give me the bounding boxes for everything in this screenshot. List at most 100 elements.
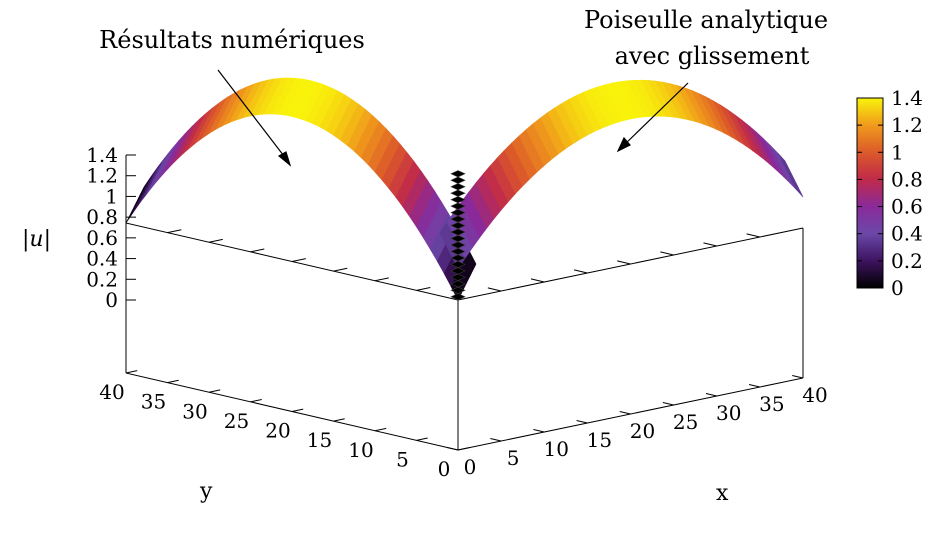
arrowhead-analytic bbox=[616, 136, 631, 153]
x-tick-label: 5 bbox=[507, 446, 520, 470]
x-tick bbox=[619, 411, 631, 415]
colorbar-tick-label: 0.8 bbox=[891, 167, 923, 191]
back-tick bbox=[208, 238, 223, 243]
x-tick bbox=[490, 438, 502, 442]
y-tick-label: 30 bbox=[182, 399, 207, 423]
wall-marker bbox=[450, 189, 466, 197]
x-tick-label: 30 bbox=[716, 401, 741, 425]
wall-marker bbox=[450, 286, 466, 294]
x-tick-label: 40 bbox=[802, 383, 827, 407]
x-tick bbox=[447, 447, 459, 451]
z-axis-label: |u| bbox=[22, 227, 51, 252]
back-tick bbox=[746, 233, 760, 238]
y-tick-label: 40 bbox=[99, 380, 124, 404]
y-tick-label: 25 bbox=[224, 409, 249, 433]
wall-marker bbox=[450, 228, 466, 236]
z-tick-label: 0.6 bbox=[86, 226, 118, 250]
y-tick bbox=[291, 408, 304, 412]
y-tick bbox=[416, 437, 428, 441]
z-tick-label: 1.4 bbox=[86, 143, 118, 167]
x-tick bbox=[748, 384, 760, 388]
annotation-arrows bbox=[217, 69, 689, 167]
wall-marker bbox=[450, 221, 466, 230]
back-tick bbox=[703, 242, 717, 247]
z-tick-label: 0 bbox=[105, 288, 118, 312]
back-tick bbox=[333, 267, 348, 272]
wall-marker bbox=[450, 215, 466, 223]
wall-marker bbox=[450, 254, 466, 262]
wall-marker bbox=[450, 247, 466, 256]
z-tick-label: 1.2 bbox=[86, 164, 118, 188]
x-tick-label: 35 bbox=[759, 392, 784, 416]
colorbar-tick-label: 1 bbox=[891, 140, 904, 164]
x-tick bbox=[662, 402, 674, 406]
y-tick-label: 35 bbox=[141, 390, 166, 414]
wall-marker bbox=[450, 234, 466, 243]
wall-marker bbox=[450, 183, 466, 191]
x-tick-label: 10 bbox=[544, 437, 569, 461]
colorbar: 0 0.2 0.4 0.6 0.8 1 1.2 1.4 bbox=[856, 86, 923, 300]
back-axes bbox=[125, 222, 804, 450]
y-tick bbox=[167, 379, 179, 384]
colorbar-tick-label: 0.6 bbox=[891, 195, 923, 219]
wall-marker bbox=[450, 273, 466, 281]
surface-mesh bbox=[125, 77, 804, 301]
x-axis-label: x bbox=[716, 481, 729, 506]
y-tick bbox=[457, 447, 470, 451]
x-tick bbox=[792, 375, 804, 379]
x-tick bbox=[705, 393, 717, 397]
back-tick bbox=[487, 287, 502, 292]
colorbar-tick-label: 1.2 bbox=[891, 113, 923, 137]
z-axis: 00.20.40.60.811.21.4 bbox=[86, 143, 136, 373]
z-tick-label: 1 bbox=[105, 184, 118, 208]
back-tick bbox=[530, 278, 545, 283]
x-tick-label: 20 bbox=[630, 419, 655, 443]
y-tick bbox=[250, 399, 262, 403]
back-tick bbox=[374, 277, 389, 282]
back-tick bbox=[660, 251, 674, 256]
arrow-numerical bbox=[217, 69, 288, 161]
back-tick bbox=[416, 287, 431, 291]
y-tick bbox=[333, 418, 345, 422]
back-tick bbox=[167, 229, 182, 234]
y-axis-label: y bbox=[199, 479, 213, 504]
z-tick-label: 0.8 bbox=[86, 205, 118, 229]
back-tick bbox=[250, 248, 265, 253]
annotation-analytic-line1: Poiseulle analytique bbox=[584, 6, 828, 34]
y-tick-label: 20 bbox=[265, 419, 290, 443]
colorbar-tick-label: 0.4 bbox=[891, 222, 923, 246]
wall-marker bbox=[450, 267, 466, 275]
y-tick-label: 15 bbox=[307, 428, 332, 452]
y-tick bbox=[125, 370, 138, 374]
wall-marker bbox=[450, 170, 466, 178]
analytic-surface-facet bbox=[794, 186, 804, 198]
y-tick-label: 5 bbox=[396, 447, 409, 471]
wall-marker bbox=[450, 196, 466, 204]
x-tick bbox=[576, 420, 588, 424]
colorbar-tick-label: 1.4 bbox=[891, 86, 923, 110]
arrow-analytic bbox=[622, 82, 689, 147]
wall-marker bbox=[450, 241, 466, 249]
z-tick-label: 0.2 bbox=[86, 267, 118, 291]
y-tick bbox=[208, 389, 221, 393]
colorbar-gradient bbox=[856, 97, 884, 289]
annotation-analytic-line2: avec glissement bbox=[615, 42, 810, 70]
arrowhead-numerical bbox=[277, 151, 292, 167]
wall-marker bbox=[450, 280, 466, 288]
annotation-numerical: Résultats numériques bbox=[99, 26, 365, 54]
colorbar-tick-label: 0 bbox=[891, 276, 904, 300]
z-tick-label: 0.4 bbox=[86, 247, 118, 271]
x-tick-label: 0 bbox=[464, 455, 477, 479]
wall-marker bbox=[450, 293, 466, 301]
back-tick bbox=[617, 260, 631, 265]
y-tick-label: 10 bbox=[348, 438, 373, 462]
back-tick bbox=[291, 258, 306, 262]
analytic-surface-facet bbox=[636, 114, 646, 119]
front-axes: 0 5 10 15 20 25 30 35 40 0 5 10 15 20 25 30 35 40 bbox=[99, 370, 828, 481]
colorbar-tick-label: 0.2 bbox=[891, 249, 923, 273]
wall-marker bbox=[450, 260, 466, 268]
wall-marker bbox=[450, 202, 466, 210]
wall-marker bbox=[450, 209, 466, 217]
wall-marker bbox=[450, 176, 466, 184]
